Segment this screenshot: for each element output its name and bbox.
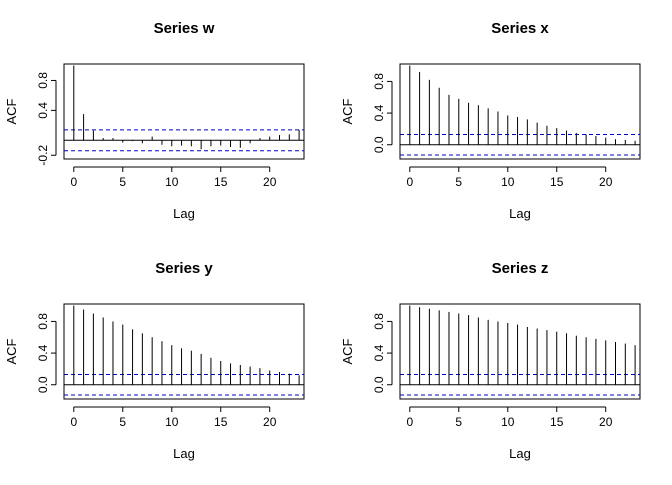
x-tick-label: 5 [119, 415, 126, 429]
x-tick-label: 15 [550, 415, 564, 429]
y-axis-label: ACF [340, 98, 355, 124]
x-tick-label: 10 [165, 175, 179, 189]
x-tick-label: 10 [501, 175, 515, 189]
x-axis-label: Lag [509, 206, 531, 221]
acf-panel-3: Series y 0 5 10 15 20 0.0 0.4 0.8 Lag ACF [4, 260, 305, 461]
y-tick-label: 0.8 [372, 313, 386, 330]
y-tick-label: 0.4 [372, 344, 386, 361]
y-axis-label: ACF [4, 338, 19, 364]
x-tick-label: 15 [214, 415, 228, 429]
chart-title: Series z [492, 260, 549, 277]
x-tick-label: 10 [165, 415, 179, 429]
x-axis-label: Lag [509, 446, 531, 461]
y-axis-label: ACF [4, 98, 19, 124]
y-axis-label: ACF [340, 338, 355, 364]
chart-title: Series x [491, 20, 549, 37]
acf-panel-2: Series x 0 5 10 15 20 0.0 0.4 0.8 Lag ACF [340, 20, 641, 221]
y-tick-label: 0.8 [372, 73, 386, 90]
x-tick-label: 15 [214, 175, 228, 189]
x-tick-label: 10 [501, 415, 515, 429]
x-axis-label: Lag [173, 446, 195, 461]
x-tick-label: 0 [406, 175, 413, 189]
y-tick-label: 0.0 [372, 376, 386, 393]
acf-panel-1: Series w 0 5 10 15 20 -0.2 0.4 0.8 Lag ACF [4, 20, 305, 221]
x-tick-label: 5 [455, 415, 462, 429]
chart-title: Series w [154, 20, 215, 37]
y-tick-label: 0.0 [36, 376, 50, 393]
x-tick-label: 5 [119, 175, 126, 189]
x-tick-label: 15 [550, 175, 564, 189]
y-tick-label: 0.8 [36, 72, 50, 89]
plot-frame [63, 63, 305, 160]
x-axis-label: Lag [173, 206, 195, 221]
y-tick-label: -0.2 [36, 145, 50, 166]
x-tick-label: 20 [599, 415, 613, 429]
y-tick-label: 0.4 [36, 102, 50, 119]
y-tick-label: 0.0 [372, 136, 386, 153]
y-tick-label: 0.4 [36, 344, 50, 361]
x-tick-label: 5 [455, 175, 462, 189]
x-tick-label: 0 [70, 175, 77, 189]
x-tick-label: 20 [263, 175, 277, 189]
x-tick-label: 0 [406, 415, 413, 429]
plot-frame [399, 303, 641, 400]
acf-panel-4: Series z 0 5 10 15 20 0.0 0.4 0.8 Lag ACF [340, 260, 641, 461]
chart-title: Series y [155, 260, 213, 277]
x-tick-label: 20 [263, 415, 277, 429]
plot-frame [399, 63, 641, 160]
y-tick-label: 0.4 [372, 104, 386, 121]
plot-frame [63, 303, 305, 400]
x-tick-label: 0 [70, 415, 77, 429]
y-tick-label: 0.8 [36, 313, 50, 330]
x-tick-label: 20 [599, 175, 613, 189]
